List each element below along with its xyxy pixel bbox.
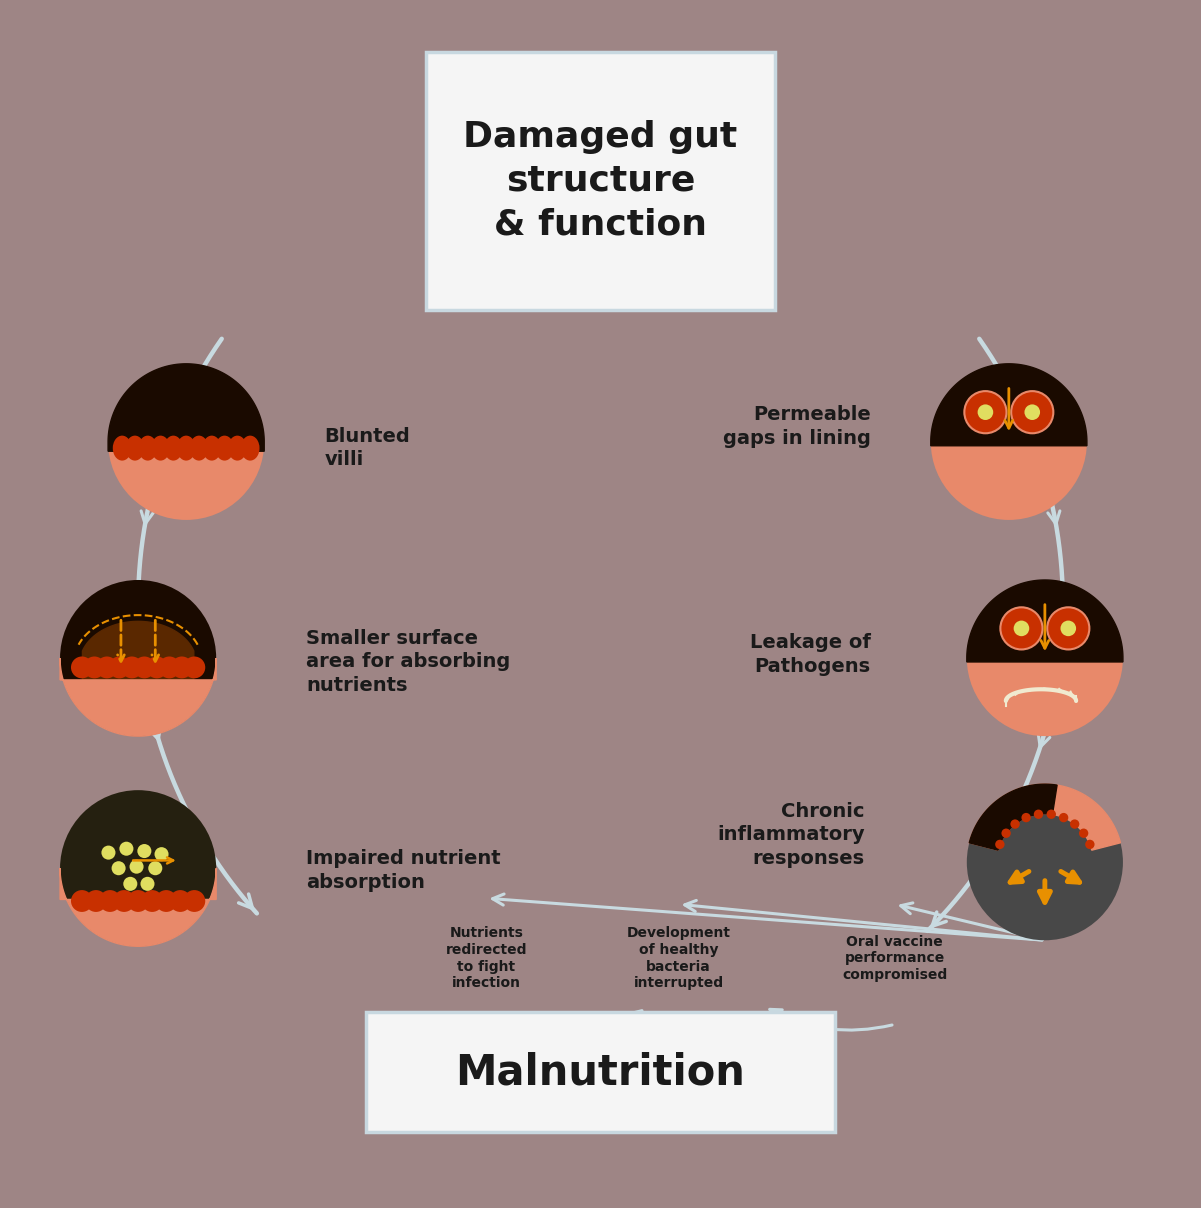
Circle shape [1046, 809, 1056, 819]
Text: Smaller surface
area for absorbing
nutrients: Smaller surface area for absorbing nutri… [306, 628, 510, 695]
Text: Oral vaccine
performance
compromised: Oral vaccine performance compromised [842, 935, 948, 982]
Circle shape [124, 877, 137, 890]
Circle shape [1078, 829, 1088, 838]
Ellipse shape [203, 436, 221, 460]
Ellipse shape [190, 436, 208, 460]
Circle shape [1086, 840, 1094, 849]
Circle shape [1000, 608, 1042, 650]
Ellipse shape [96, 656, 118, 679]
Text: Chronic
inflammatory
responses: Chronic inflammatory responses [717, 802, 865, 867]
Text: Blunted
villi: Blunted villi [324, 426, 410, 469]
Ellipse shape [171, 656, 192, 679]
Ellipse shape [133, 656, 155, 679]
Ellipse shape [240, 436, 259, 460]
Circle shape [1024, 405, 1040, 420]
Ellipse shape [108, 656, 131, 679]
FancyBboxPatch shape [426, 52, 775, 309]
FancyBboxPatch shape [366, 1012, 835, 1132]
Text: Permeable
gaps in lining: Permeable gaps in lining [723, 405, 871, 447]
Circle shape [155, 847, 168, 861]
Ellipse shape [83, 656, 106, 679]
Text: Development
of healthy
bacteria
interrupted: Development of healthy bacteria interrup… [627, 927, 730, 991]
Text: Nutrients
redirected
to fight
infection: Nutrients redirected to fight infection [446, 927, 527, 991]
Circle shape [978, 405, 993, 420]
Ellipse shape [85, 890, 107, 912]
Ellipse shape [159, 656, 180, 679]
Circle shape [931, 364, 1087, 519]
Ellipse shape [228, 436, 246, 460]
Circle shape [101, 846, 115, 860]
Polygon shape [60, 658, 216, 736]
Circle shape [1021, 813, 1030, 823]
Ellipse shape [169, 890, 191, 912]
Circle shape [60, 790, 216, 946]
Circle shape [137, 844, 151, 858]
Ellipse shape [126, 436, 144, 460]
Ellipse shape [100, 890, 121, 912]
Circle shape [1011, 391, 1053, 434]
Circle shape [1002, 829, 1011, 838]
Ellipse shape [138, 436, 157, 460]
Ellipse shape [113, 890, 135, 912]
Circle shape [1060, 621, 1076, 637]
Circle shape [1010, 819, 1020, 829]
Polygon shape [969, 784, 1121, 850]
Circle shape [967, 580, 1123, 736]
Circle shape [996, 840, 1004, 849]
Circle shape [964, 391, 1006, 434]
Polygon shape [60, 869, 216, 946]
Ellipse shape [145, 656, 168, 679]
Circle shape [1047, 608, 1089, 650]
Ellipse shape [151, 436, 169, 460]
Circle shape [1059, 813, 1069, 823]
Polygon shape [108, 364, 264, 452]
Ellipse shape [184, 656, 205, 679]
Circle shape [108, 364, 264, 519]
Ellipse shape [113, 436, 132, 460]
Circle shape [148, 861, 162, 876]
Circle shape [967, 784, 1123, 940]
Ellipse shape [184, 890, 205, 912]
Circle shape [1014, 621, 1029, 637]
Text: Malnutrition: Malnutrition [455, 1051, 746, 1093]
Circle shape [1034, 809, 1044, 819]
Text: Leakage of
Pathogens: Leakage of Pathogens [749, 633, 871, 675]
Circle shape [119, 842, 133, 855]
Ellipse shape [71, 890, 92, 912]
Circle shape [1070, 819, 1080, 829]
Ellipse shape [127, 890, 149, 912]
Polygon shape [967, 580, 1123, 662]
Polygon shape [969, 784, 1057, 850]
Circle shape [141, 877, 155, 890]
Text: Damaged gut
structure
& function: Damaged gut structure & function [464, 121, 737, 242]
Ellipse shape [165, 436, 183, 460]
Ellipse shape [215, 436, 234, 460]
Ellipse shape [155, 890, 178, 912]
Polygon shape [83, 621, 193, 701]
Circle shape [60, 580, 216, 736]
Text: Impaired nutrient
absorption: Impaired nutrient absorption [306, 849, 501, 892]
Ellipse shape [142, 890, 163, 912]
Ellipse shape [121, 656, 143, 679]
Ellipse shape [71, 656, 92, 679]
Ellipse shape [177, 436, 196, 460]
Polygon shape [931, 364, 1087, 446]
Circle shape [112, 861, 126, 876]
Circle shape [130, 860, 144, 873]
